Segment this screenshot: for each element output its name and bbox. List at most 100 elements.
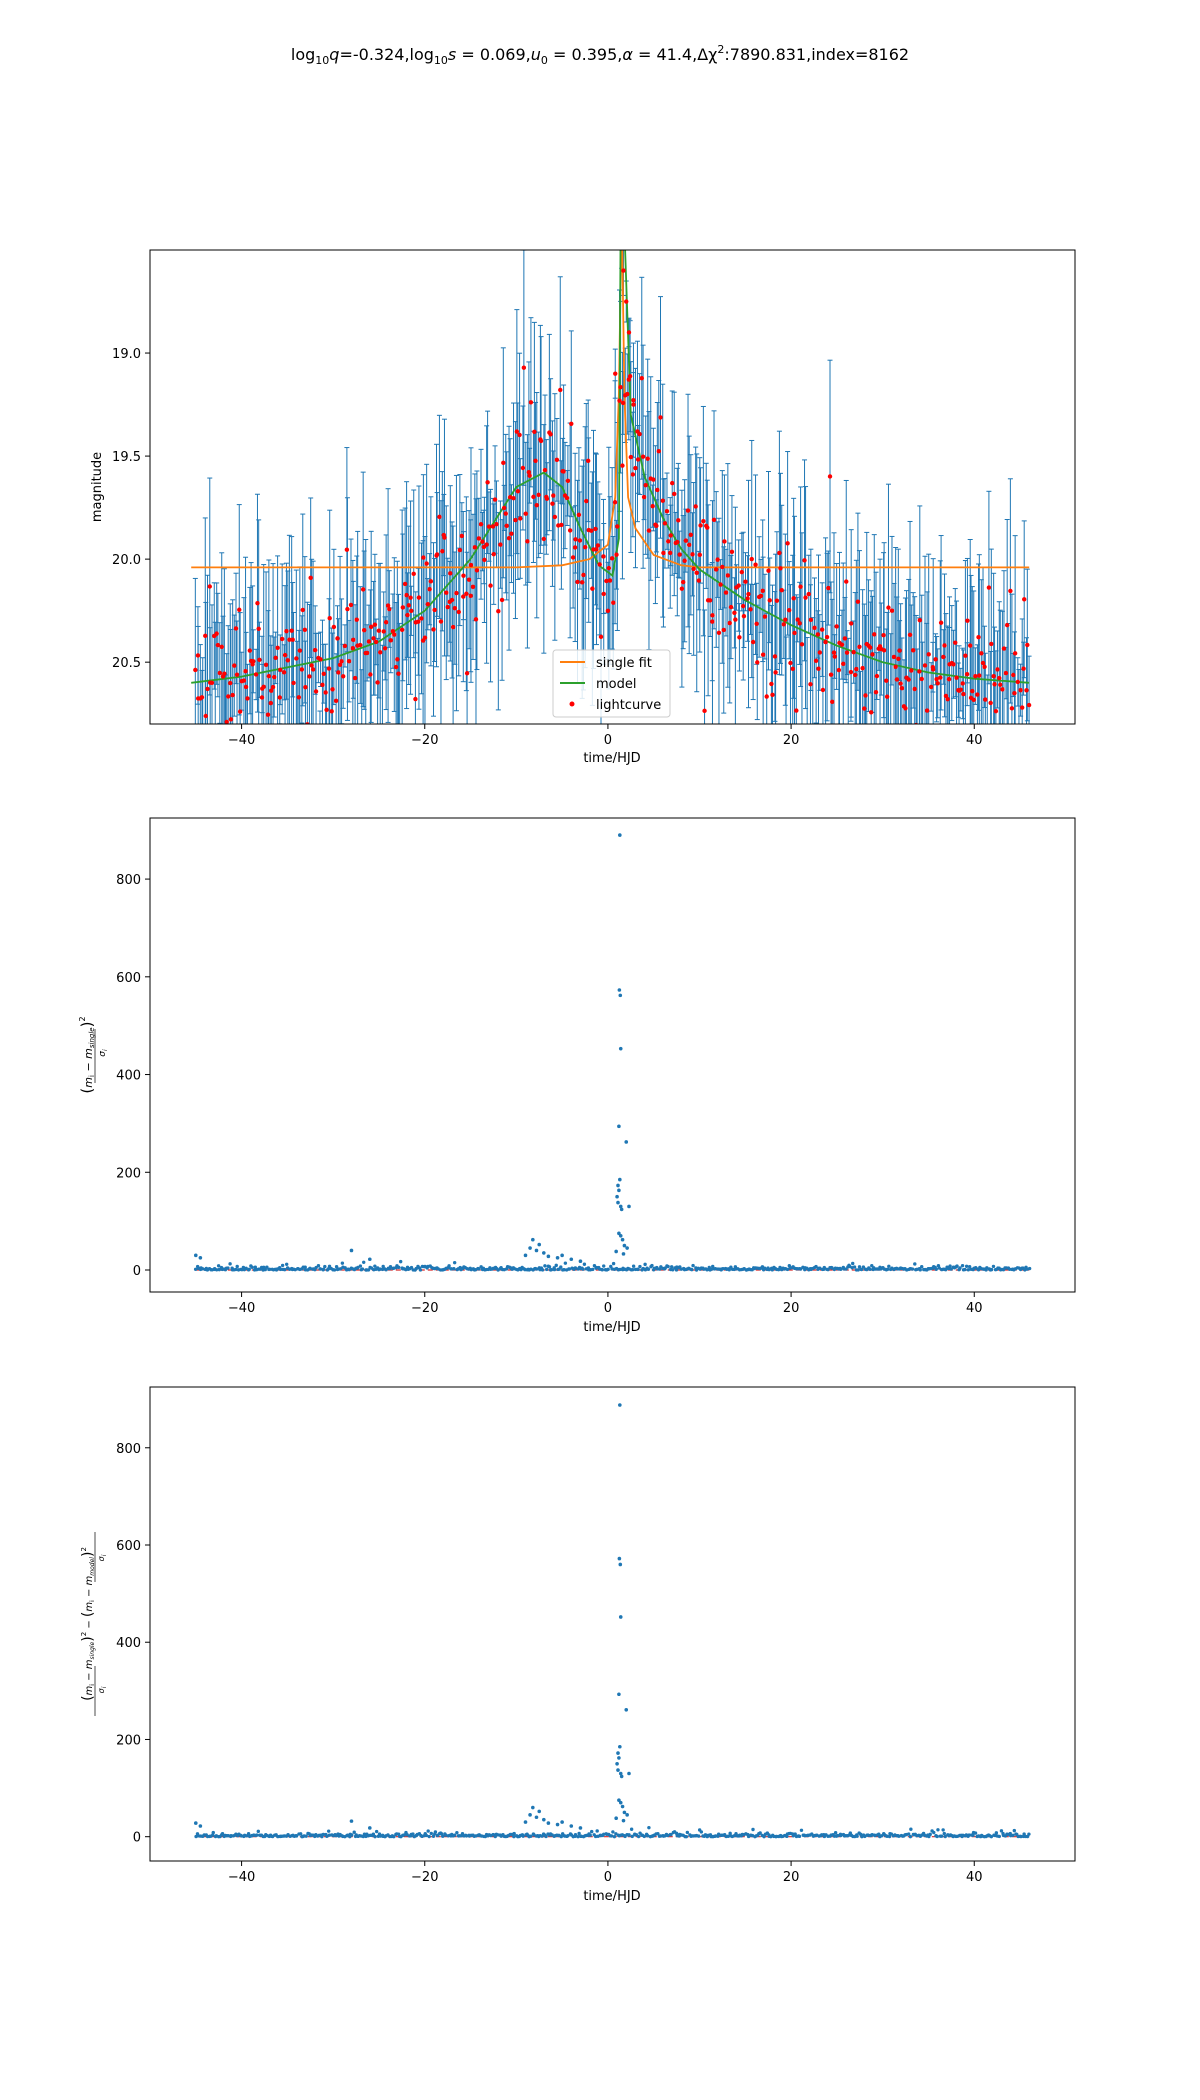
- chi2-single-point: [409, 1265, 414, 1270]
- lightcurve-point: [554, 457, 560, 463]
- lightcurve-point: [668, 533, 673, 538]
- chi2-difference-y-tick-label: 600: [116, 1539, 141, 1554]
- chi2-single-point: [861, 1265, 866, 1269]
- chi2-difference-point: [618, 1744, 622, 1749]
- lightcurve-point: [941, 654, 946, 660]
- lightcurve-point: [846, 756, 850, 760]
- chi2-difference-point: [614, 1816, 618, 1821]
- lightcurve-point: [907, 632, 913, 638]
- chi2-single-point: [388, 1265, 393, 1269]
- chi2-single-y-tick-label: 200: [116, 1166, 141, 1181]
- chi2-single-point: [611, 1261, 616, 1266]
- chi2-difference-point: [647, 1825, 651, 1830]
- chi2-difference-point: [696, 1834, 701, 1838]
- chi2-single-point: [366, 1268, 371, 1272]
- lightcurve-point: [498, 542, 503, 547]
- lightcurve-point: [561, 469, 566, 474]
- lightcurve-point: [329, 709, 334, 714]
- lightcurve-point: [819, 627, 825, 632]
- chi2-single-point: [958, 1266, 962, 1270]
- lightcurve-point: [919, 676, 924, 682]
- lightcurve-point: [468, 562, 474, 568]
- lightcurve-point: [707, 598, 713, 603]
- lightcurve-point: [504, 523, 509, 529]
- chi2-difference-y-tick-label: 0: [133, 1831, 141, 1846]
- chi2-single-point: [323, 1264, 327, 1269]
- lightcurve-point: [691, 566, 696, 572]
- lightcurve-point: [769, 681, 774, 687]
- lightcurve-point: [811, 731, 815, 735]
- chi2-difference-point: [220, 1832, 225, 1836]
- chi2-difference-point: [455, 1830, 459, 1835]
- chi2-difference-point: [529, 1834, 533, 1838]
- lightcurve-point: [755, 660, 760, 665]
- lightcurve-point: [268, 700, 273, 706]
- chi2-single-point: [691, 1263, 695, 1268]
- lightcurve-point: [855, 599, 861, 604]
- lightcurve-point: [670, 480, 675, 486]
- lightcurve-point: [256, 626, 261, 632]
- lightcurve-point: [323, 690, 328, 695]
- lightcurve-point: [576, 512, 582, 518]
- lightcurve-point: [399, 627, 405, 632]
- chi2-difference-point: [566, 1833, 570, 1838]
- lightcurve-point: [725, 573, 731, 578]
- lightcurve-point: [701, 518, 706, 524]
- chi2-difference-point: [839, 1833, 843, 1838]
- chi2-single-point: [946, 1266, 951, 1271]
- chi2-single-y-tick-label: 400: [116, 1069, 141, 1084]
- lightcurve-point: [924, 708, 930, 713]
- lightcurve-point: [841, 661, 846, 667]
- chi2-difference-point: [443, 1833, 448, 1837]
- lightcurve-point: [753, 562, 758, 567]
- lightcurve-point: [903, 706, 908, 711]
- chi2-single-point: [573, 1266, 578, 1270]
- lightcurve-point: [613, 371, 618, 376]
- lightcurve-point: [515, 489, 521, 494]
- lightcurve-point: [645, 456, 650, 461]
- chi2-difference-axes-frame: [149, 1386, 1076, 1862]
- lightcurve-point: [777, 550, 782, 556]
- lightcurve-point: [438, 619, 444, 624]
- lightcurve-point: [760, 652, 766, 657]
- lightcurve-point: [570, 555, 576, 560]
- lightcurve-point: [523, 511, 528, 516]
- lightcurve-point: [702, 708, 707, 714]
- chi2-single-point: [885, 1267, 890, 1272]
- lightcurve-point: [203, 713, 208, 719]
- lightcurve-point: [551, 493, 556, 498]
- chi2-difference-point: [799, 1828, 804, 1832]
- chi2-difference-point: [1027, 1832, 1031, 1836]
- lightcurve-point: [536, 492, 541, 498]
- chi2-single-point: [636, 1267, 640, 1272]
- lightcurve-point: [300, 607, 305, 613]
- lightcurve-point: [951, 662, 956, 667]
- chi2-difference-point: [758, 1831, 762, 1835]
- lightcurve-point: [609, 556, 615, 561]
- lightcurve-point: [854, 666, 859, 672]
- legend-lightcurve-swatch: [569, 701, 575, 707]
- chi2-single-point: [616, 1183, 620, 1188]
- lightcurve-point: [975, 692, 980, 697]
- chi2-difference-point: [560, 1820, 564, 1824]
- lightcurve-point: [520, 465, 526, 471]
- lightcurve-point: [336, 670, 341, 675]
- lightcurve-point: [425, 601, 431, 607]
- chi2-difference-point: [611, 1830, 615, 1834]
- chi2-single-point: [567, 1267, 572, 1271]
- chi2-difference-point: [618, 1615, 623, 1619]
- lightcurve-point: [330, 687, 335, 692]
- lightcurve-point: [639, 376, 644, 381]
- lightcurve-point: [732, 610, 737, 616]
- lightcurve-point: [910, 648, 916, 653]
- lightcurve-point: [284, 628, 289, 634]
- chi2-single-point: [278, 1267, 283, 1272]
- chi2-single-point: [631, 1267, 635, 1272]
- chi2-difference-point: [897, 1834, 901, 1838]
- lightcurve-point: [491, 551, 496, 557]
- lightcurve-point: [816, 666, 821, 671]
- chi2-difference-point: [424, 1833, 428, 1838]
- lightcurve-plot-area: [191, 250, 1032, 760]
- chi2-difference-point: [999, 1829, 1004, 1833]
- chi2-single-point: [452, 1260, 457, 1265]
